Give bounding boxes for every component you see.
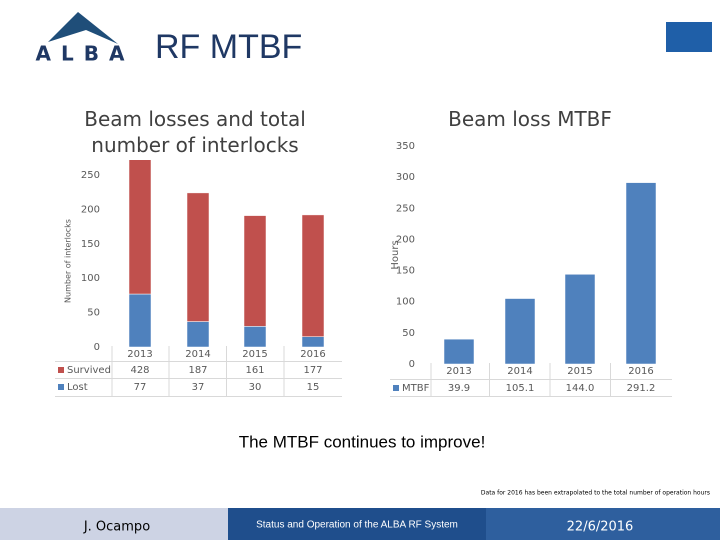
legend-label: Survived [67, 365, 111, 376]
bar [243, 215, 267, 327]
plot [128, 160, 325, 348]
data-label: 187 [188, 365, 207, 376]
x-tick-label: 2013 [446, 366, 471, 377]
y-tick-label: 200 [81, 204, 100, 215]
caption: The MTBF continues to improve! [239, 432, 486, 451]
y-tick-label: 150 [81, 239, 100, 250]
bar [443, 338, 475, 365]
bar [625, 182, 657, 365]
bar [128, 293, 152, 348]
x-tick-label: 2013 [127, 349, 152, 360]
corner-badge [666, 22, 712, 52]
x-tick-label: 2015 [242, 349, 267, 360]
logo-text: ALBA [36, 42, 135, 66]
y-tick-label: 150 [396, 266, 415, 277]
data-label: 39.9 [448, 383, 470, 394]
x-tick-label: 2016 [628, 366, 653, 377]
bar [186, 192, 210, 322]
y-tick-label: 300 [396, 172, 415, 183]
data-label: 177 [303, 365, 322, 376]
bar [186, 321, 210, 348]
y-tick-label: 250 [396, 203, 415, 214]
data-label: 30 [249, 382, 262, 393]
y-tick-label: 250 [81, 170, 100, 181]
x-tick-label: 2014 [185, 349, 210, 360]
bar [504, 298, 536, 365]
legend-swatch [393, 385, 399, 391]
y-tick-label: 100 [81, 273, 100, 284]
y-tick-label: 350 [396, 141, 415, 152]
slide-title: RF MTBF [155, 28, 302, 66]
note: Data for 2016 has been extrapolated to t… [481, 490, 710, 497]
data-label: 105.1 [506, 383, 535, 394]
y-tick-label: 100 [396, 297, 415, 308]
data-label: 15 [307, 382, 320, 393]
chart-title: Beam loss MTBF [448, 107, 612, 131]
x-tick-label: 2016 [300, 349, 325, 360]
bar [301, 336, 325, 348]
data-label: 77 [134, 382, 147, 393]
data-label: 37 [192, 382, 205, 393]
legend-label: MTBF [402, 383, 430, 394]
data-label: 161 [245, 365, 264, 376]
legend-swatch [58, 367, 64, 373]
bar [564, 274, 596, 365]
bar [128, 160, 152, 295]
legend-swatch [58, 384, 64, 390]
bar [243, 326, 267, 348]
y-tick-label: 50 [402, 328, 415, 339]
y-tick-label: 200 [396, 234, 415, 245]
footer-left [0, 508, 228, 540]
y-axis-label: Number of interlocks [64, 219, 73, 303]
footer-author: J. Ocampo [83, 520, 150, 535]
footer-date: 22/6/2016 [567, 520, 634, 535]
y-axis-label: Hours [390, 240, 401, 269]
data-label: 428 [130, 365, 149, 376]
x-tick-label: 2015 [567, 366, 592, 377]
data-label: 144.0 [566, 383, 595, 394]
legend-label: Lost [67, 382, 88, 393]
footer-mid [228, 508, 486, 540]
footer-talk: Status and Operation of the ALBA RF Syst… [256, 520, 458, 531]
x-tick-label: 2014 [507, 366, 532, 377]
bar [301, 214, 325, 337]
y-tick-label: 50 [87, 308, 100, 319]
footer-right [486, 508, 720, 540]
chart-title: Beam losses and total number of interloc… [84, 107, 306, 157]
y-tick-label: 0 [94, 342, 100, 353]
y-tick-label: 0 [409, 359, 415, 370]
plot [443, 182, 657, 365]
data-label: 291.2 [627, 383, 656, 394]
logo-mark [48, 12, 118, 44]
